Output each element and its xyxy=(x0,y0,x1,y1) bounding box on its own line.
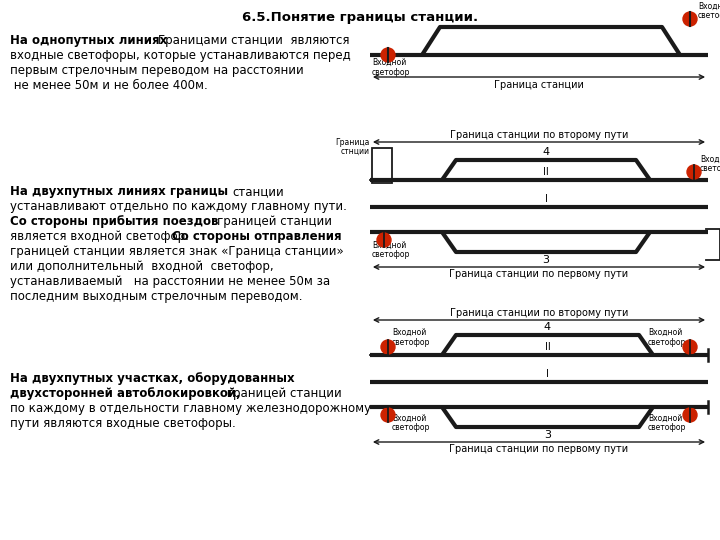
Text: Граница станции по второму пути: Граница станции по второму пути xyxy=(450,130,628,140)
Circle shape xyxy=(687,165,701,179)
Circle shape xyxy=(683,12,697,26)
Text: На двухпутных участках, оборудованных: На двухпутных участках, оборудованных xyxy=(10,372,294,385)
Text: светофор: светофор xyxy=(700,164,720,173)
Circle shape xyxy=(377,233,391,247)
Circle shape xyxy=(683,340,697,354)
Text: I: I xyxy=(546,369,549,379)
Text: входные светофоры, которые устанавливаются перед: входные светофоры, которые устанавливают… xyxy=(10,49,351,62)
Text: границей станции является знак «Граница станции»: границей станции является знак «Граница … xyxy=(10,245,343,258)
Text: по каждому в отдельности главному железнодорожному: по каждому в отдельности главному железн… xyxy=(10,402,371,415)
Text: Со стороны прибытия поездов: Со стороны прибытия поездов xyxy=(10,215,222,228)
Text: двухсторонней автоблокировкой,: двухсторонней автоблокировкой, xyxy=(10,387,240,400)
Circle shape xyxy=(381,408,395,422)
Text: Граница станции: Граница станции xyxy=(494,80,584,90)
Text: или дополнительный  входной  светофор,: или дополнительный входной светофор, xyxy=(10,260,274,273)
Text: последним выходным стрелочным переводом.: последним выходным стрелочным переводом. xyxy=(10,290,302,303)
Text: 3: 3 xyxy=(542,255,549,265)
Text: Границами станции  являются: Границами станции являются xyxy=(158,34,349,47)
Text: светофор: светофор xyxy=(648,423,686,432)
Text: является входной светофор.: является входной светофор. xyxy=(10,230,193,243)
Text: пути являются входные светофоры.: пути являются входные светофоры. xyxy=(10,417,235,430)
Text: устанавливают отдельно по каждому главному пути.: устанавливают отдельно по каждому главно… xyxy=(10,200,347,213)
Text: светофор: светофор xyxy=(372,250,410,259)
Text: Входной: Входной xyxy=(698,2,720,11)
Text: Входной: Входной xyxy=(372,58,406,67)
Text: 6.5.Понятие границы станции.: 6.5.Понятие границы станции. xyxy=(242,11,478,24)
Circle shape xyxy=(683,408,697,422)
Text: 4: 4 xyxy=(542,147,549,157)
Text: 4: 4 xyxy=(544,322,551,332)
Text: Граница станции по второму пути: Граница станции по второму пути xyxy=(450,308,628,318)
Text: Входной: Входной xyxy=(700,155,720,164)
Text: первым стрелочным переводом на расстоянии: первым стрелочным переводом на расстояни… xyxy=(10,64,304,77)
Bar xyxy=(372,148,392,183)
Text: границей станции: границей станции xyxy=(217,215,332,228)
Circle shape xyxy=(381,340,395,354)
Text: Входной: Входной xyxy=(648,414,683,423)
Text: светофор: светофор xyxy=(648,338,686,347)
Text: II: II xyxy=(543,167,549,177)
Text: не менее 50м и не более 400м.: не менее 50м и не более 400м. xyxy=(10,79,208,92)
Text: светофор: светофор xyxy=(372,68,410,77)
Text: светофор: светофор xyxy=(698,11,720,20)
Text: станции: станции xyxy=(232,185,284,198)
Text: Граница станции по первому пути: Граница станции по первому пути xyxy=(449,444,629,454)
Text: 3: 3 xyxy=(544,430,551,440)
Text: границей станции: границей станции xyxy=(223,387,342,400)
Text: светофор: светофор xyxy=(392,423,431,432)
Text: устанавливаемый   на расстоянии не менее 50м за: устанавливаемый на расстоянии не менее 5… xyxy=(10,275,330,288)
Text: II: II xyxy=(544,342,550,352)
Text: Входной: Входной xyxy=(392,414,426,423)
Text: Входной: Входной xyxy=(392,328,426,337)
Text: светофор: светофор xyxy=(392,338,431,347)
Text: Граница станции по первому пути: Граница станции по первому пути xyxy=(449,269,629,279)
Text: Входной: Входной xyxy=(372,241,406,250)
Text: На двухпутных линиях границы: На двухпутных линиях границы xyxy=(10,185,233,198)
Text: Граница: Граница xyxy=(336,138,370,147)
Text: На однопутных линиях: На однопутных линиях xyxy=(10,34,171,47)
Text: Входной: Входной xyxy=(648,328,683,337)
Text: стнции: стнции xyxy=(341,147,370,156)
Circle shape xyxy=(381,48,395,62)
Text: Со стороны отправления: Со стороны отправления xyxy=(172,230,341,243)
Text: I: I xyxy=(544,194,547,204)
